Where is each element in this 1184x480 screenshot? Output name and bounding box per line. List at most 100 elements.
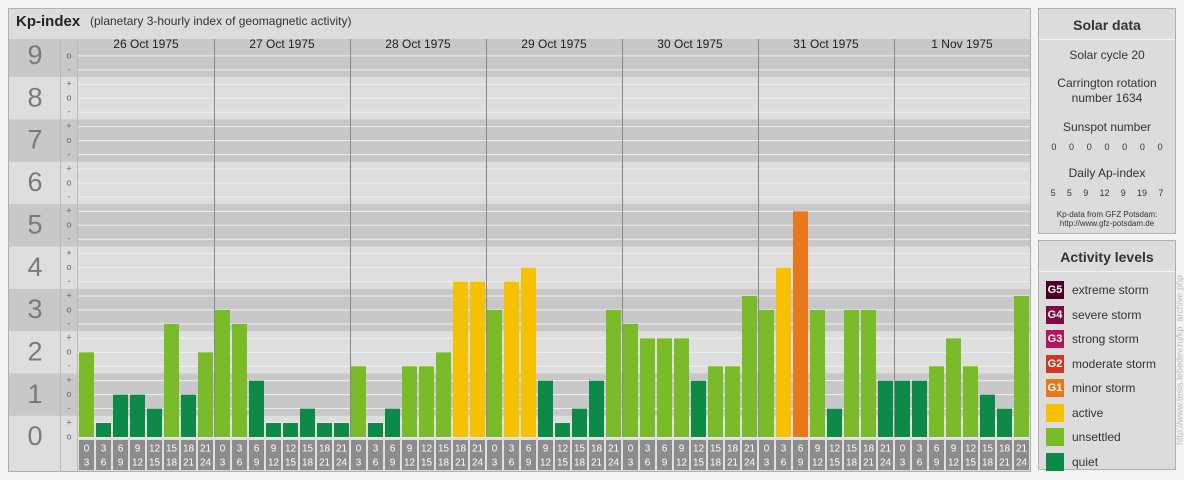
x-tick-label: 21 — [472, 444, 484, 455]
y-minor-tick-label: o — [66, 220, 71, 230]
x-tick-label: 9 — [934, 458, 940, 469]
x-tick-label: 21 — [727, 458, 739, 469]
x-tick-label: 24 — [336, 458, 348, 469]
x-tick-label: 21 — [880, 444, 892, 455]
x-tick-label: 21 — [455, 458, 467, 469]
legend-label: active — [1072, 405, 1104, 420]
x-tick-cell — [164, 440, 179, 470]
bar — [742, 296, 757, 437]
y-minor-tick-label: + — [66, 206, 71, 216]
x-tick-label: 0 — [628, 444, 634, 455]
x-tick-label: 3 — [373, 444, 379, 455]
bar — [198, 352, 213, 437]
day-label: 28 Oct 1975 — [385, 37, 451, 51]
x-tick-cell — [470, 440, 485, 470]
x-tick-label: 12 — [948, 458, 960, 469]
y-minor-tick-label: o — [66, 93, 71, 103]
legend-label: quiet — [1072, 454, 1099, 469]
x-tick-label: 9 — [543, 444, 549, 455]
x-tick-label: 0 — [764, 444, 770, 455]
y-tick-label: 1 — [27, 379, 42, 409]
y-minor-tick-label: - — [68, 149, 71, 159]
x-tick-label: 3 — [220, 458, 226, 469]
bar — [130, 394, 145, 437]
x-tick-label: 18 — [591, 444, 603, 455]
x-tick-cell — [113, 440, 128, 470]
x-tick-cell — [742, 440, 757, 470]
bar — [725, 366, 740, 437]
bar — [929, 366, 944, 437]
x-tick-label: 6 — [917, 458, 923, 469]
x-tick-cell — [640, 440, 655, 470]
x-tick-label: 3 — [84, 458, 90, 469]
x-tick-label: 15 — [166, 444, 178, 455]
y-minor-tick-label: o — [66, 177, 71, 187]
x-tick-label: 3 — [764, 458, 770, 469]
x-tick-label: 12 — [149, 444, 161, 455]
y-tick-label: 8 — [27, 82, 42, 112]
y-minor-tick-label: o — [66, 431, 71, 441]
x-tick-label: 18 — [183, 444, 195, 455]
sunspot-value: 0 — [1157, 142, 1163, 152]
legend-items: G5 extreme storm G4 severe storm G3 strong st… — [1039, 272, 1175, 474]
legend-item: quiet — [1039, 450, 1175, 475]
day-label: 27 Oct 1975 — [249, 37, 315, 51]
y-minor-tick-label: o — [66, 304, 71, 314]
x-tick-label: 15 — [421, 458, 433, 469]
bar — [572, 408, 587, 437]
x-tick-label: 6 — [390, 444, 396, 455]
bar — [640, 338, 655, 437]
sunspot-value: 0 — [1086, 142, 1092, 152]
ap-value: 12 — [1099, 188, 1110, 198]
x-tick-label: 6 — [101, 458, 107, 469]
x-tick-label: 12 — [829, 444, 841, 455]
x-tick-label: 12 — [557, 444, 569, 455]
bar — [657, 338, 672, 437]
y-tick-label: 4 — [27, 252, 42, 282]
x-tick-label: 9 — [662, 458, 668, 469]
x-tick-cell — [79, 440, 94, 470]
y-tick-label: 5 — [27, 209, 42, 239]
legend-code: G2 — [1047, 357, 1063, 370]
x-tick-label: 3 — [509, 444, 515, 455]
x-tick-cell — [623, 440, 638, 470]
legend-swatch: G2 — [1046, 354, 1064, 373]
x-tick-cell — [521, 440, 536, 470]
bar — [79, 352, 94, 437]
x-tick-cell — [810, 440, 825, 470]
legend-swatch — [1046, 428, 1064, 447]
x-tick-cell — [538, 440, 553, 470]
sunspot-value: 0 — [1051, 142, 1057, 152]
legend-swatch — [1046, 403, 1064, 422]
x-tick-label: 12 — [268, 458, 280, 469]
x-tick-label: 15 — [829, 458, 841, 469]
x-tick-label: 18 — [302, 458, 314, 469]
day-label: 30 Oct 1975 — [657, 37, 723, 51]
x-tick-label: 18 — [982, 458, 994, 469]
x-tick-label: 3 — [900, 458, 906, 469]
x-tick-label: 15 — [302, 444, 314, 455]
y-minor-tick-label: - — [68, 318, 71, 328]
x-tick-cell — [504, 440, 519, 470]
x-tick-label: 3 — [492, 458, 498, 469]
y-minor-tick-label: + — [66, 290, 71, 300]
bar — [249, 380, 264, 437]
legend-swatch — [1046, 452, 1064, 471]
y-tick-label: 0 — [27, 421, 42, 451]
ap-value: 5 — [1066, 188, 1072, 198]
legend-code: G3 — [1047, 333, 1063, 346]
x-tick-cell — [351, 440, 366, 470]
x-tick-label: 18 — [438, 458, 450, 469]
ap-row: 5 5 9 12 9 19 7 — [1039, 180, 1175, 198]
ap-value: 9 — [1083, 188, 1089, 198]
x-tick-label: 6 — [254, 444, 260, 455]
y-minor-tick-label: + — [66, 333, 71, 343]
x-tick-label: 15 — [693, 458, 705, 469]
x-tick-cell — [300, 440, 315, 470]
legend-label: severe storm — [1072, 307, 1142, 322]
bar — [708, 366, 723, 437]
x-tick-cell — [674, 440, 689, 470]
x-tick-label: 12 — [965, 444, 977, 455]
y-minor-tick-label: - — [68, 234, 71, 244]
